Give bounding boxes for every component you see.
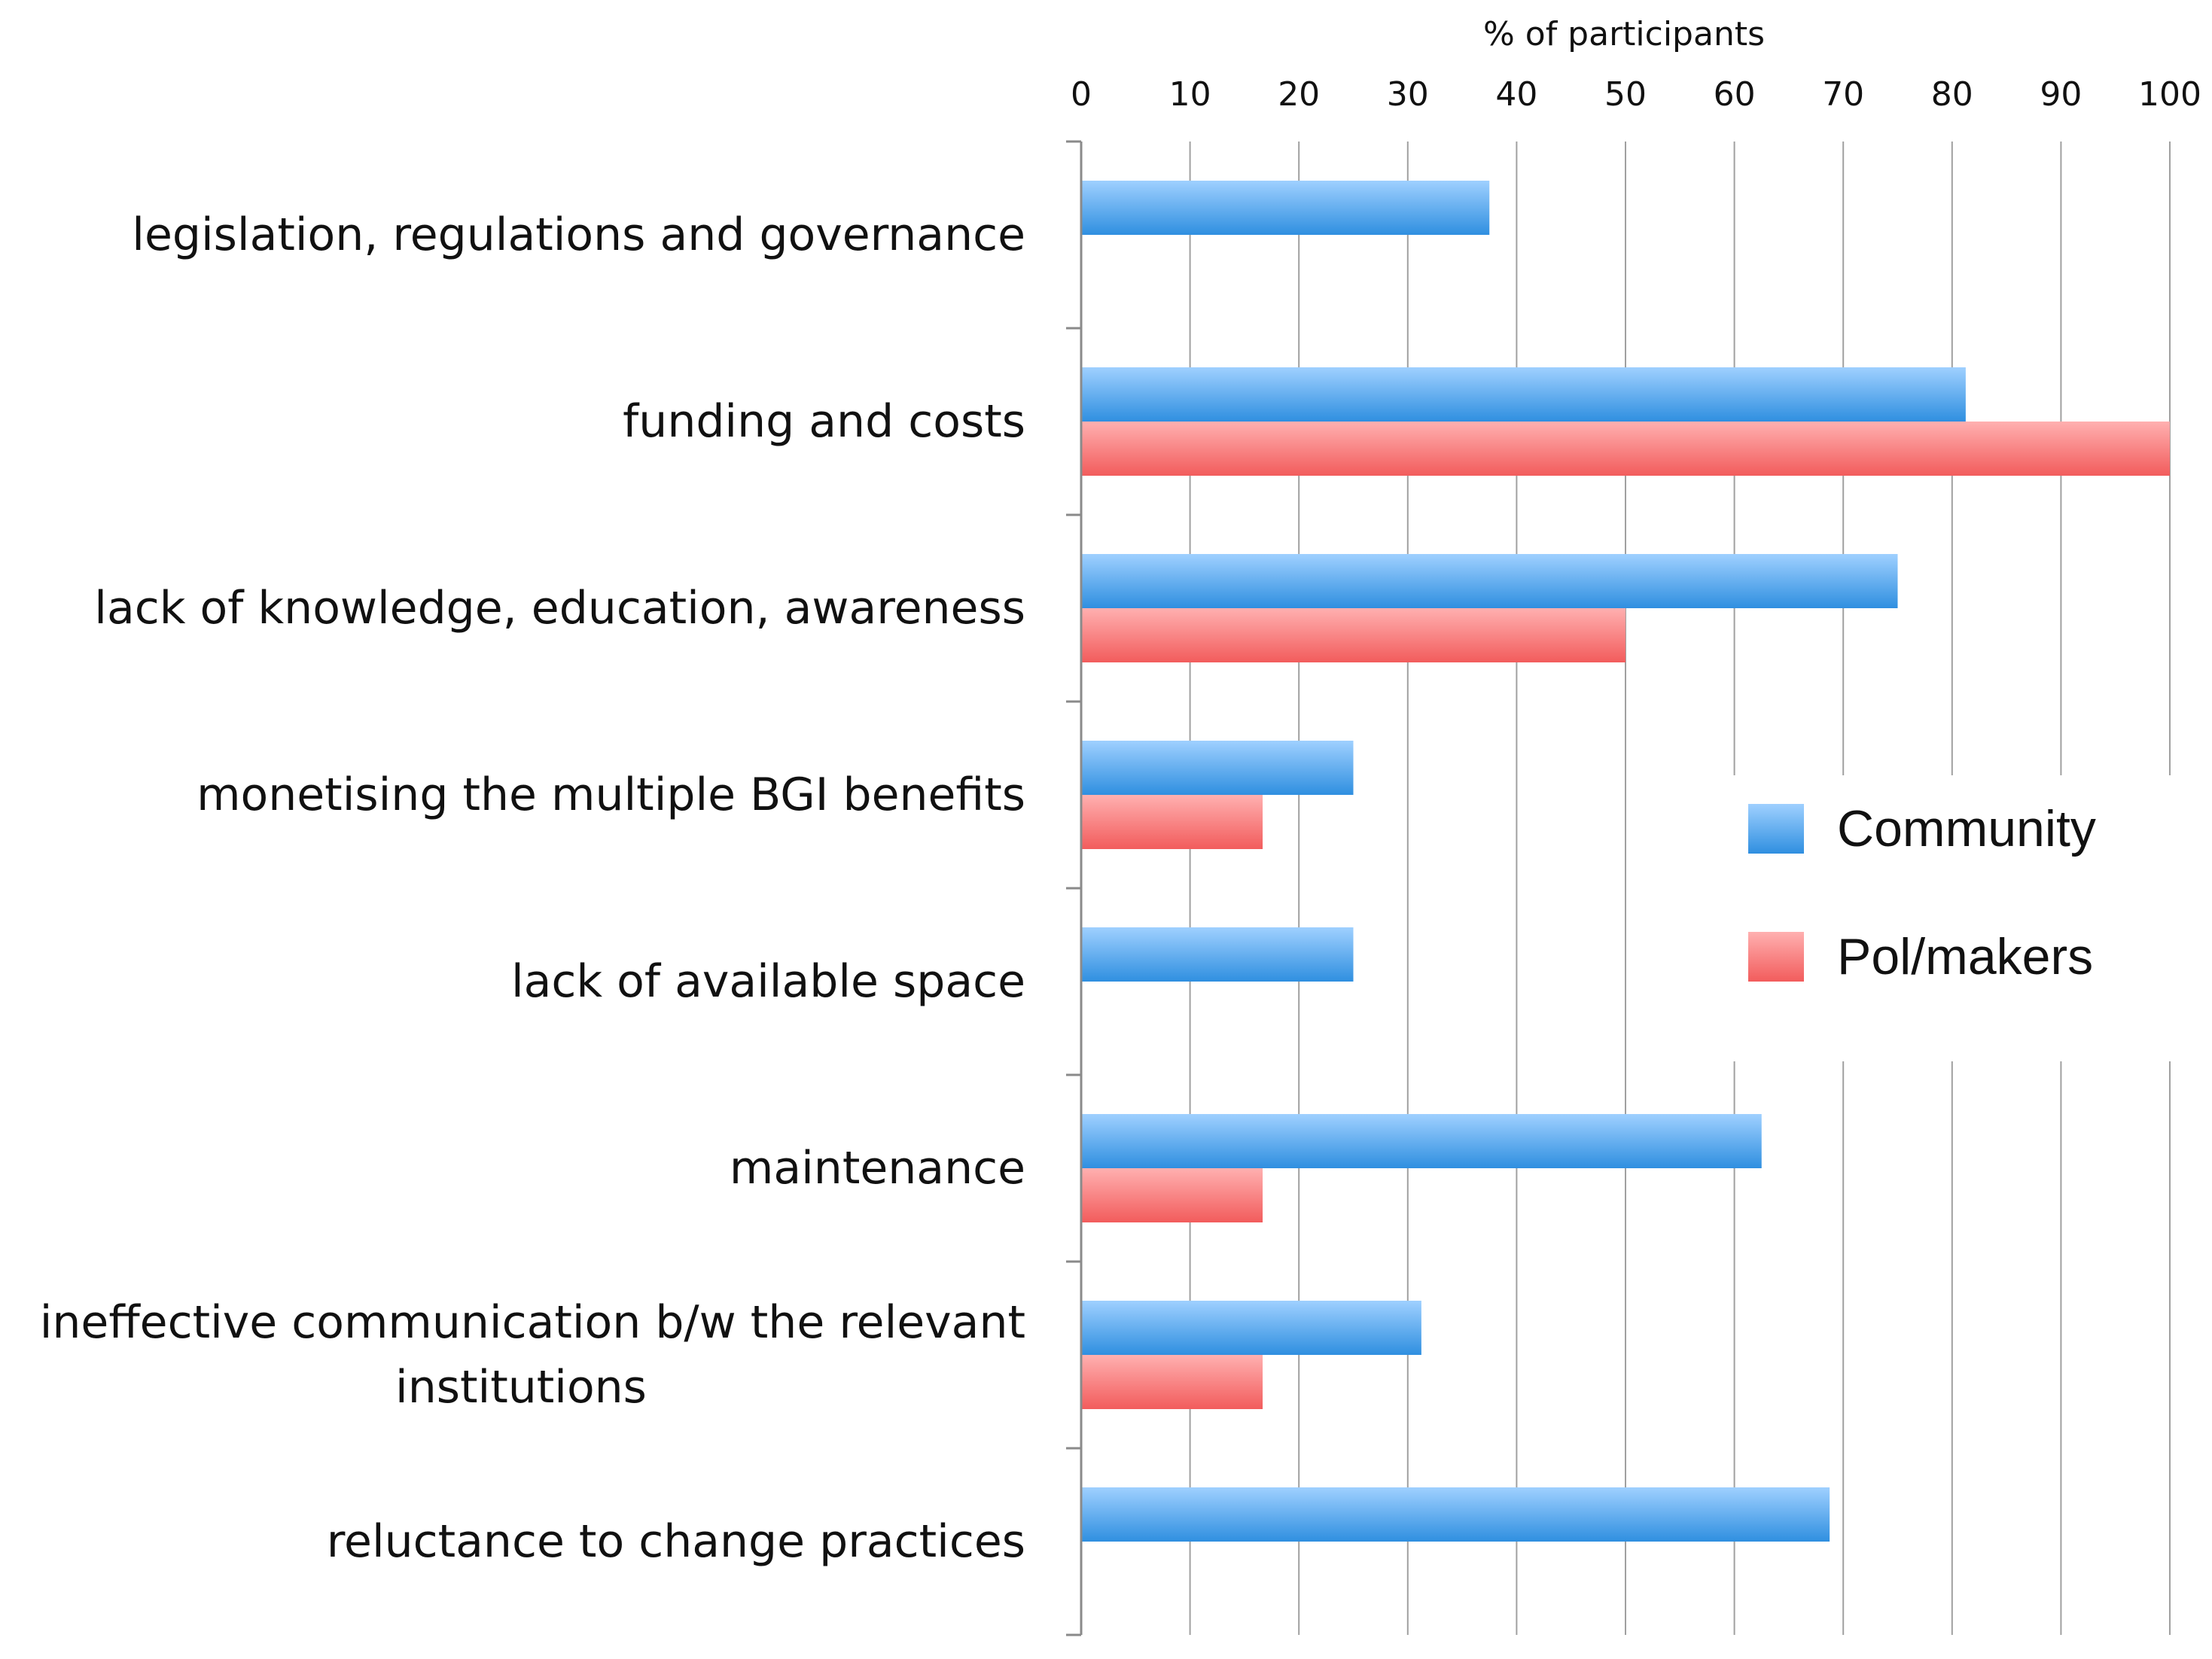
category-label: institutions	[395, 1361, 647, 1414]
legend: Community Pol/makers	[1728, 775, 2193, 1061]
legend-label-1: Community	[1837, 800, 2096, 857]
bar-community-8	[1081, 1487, 1830, 1542]
x-tick-label-50: 50	[1604, 75, 1647, 114]
x-tick-label-100: 100	[2138, 75, 2201, 114]
x-tick-label-60: 60	[1714, 75, 1756, 114]
legend-swatch-1	[1748, 804, 1804, 854]
bar-pol-makers-2	[1081, 422, 2170, 476]
x-tick-label-10: 10	[1169, 75, 1211, 114]
bars	[1081, 181, 2170, 1542]
x-tick-label-30: 30	[1387, 75, 1429, 114]
bar-pol-makers-6	[1081, 1168, 1263, 1222]
category-label: lack of knowledge, education, awareness	[94, 582, 1025, 635]
x-tick-label-70: 70	[1822, 75, 1864, 114]
x-tick-label-80: 80	[1931, 75, 1973, 114]
x-tick-label-0: 0	[1071, 75, 1092, 114]
x-tick-label-20: 20	[1278, 75, 1320, 114]
bar-community-7	[1081, 1301, 1421, 1355]
category-labels: legislation, regulations and governance f…	[40, 209, 1025, 1568]
bar-community-2	[1081, 367, 1966, 422]
bar-community-6	[1081, 1114, 1762, 1168]
category-label: reluctance to change practices	[327, 1515, 1025, 1568]
legend-swatch-2	[1748, 932, 1804, 982]
bar-pol-makers-3	[1081, 608, 1625, 662]
category-label: monetising the multiple BGI benefits	[197, 769, 1025, 821]
bar-pol-makers-4	[1081, 795, 1263, 849]
legend-label-2: Pol/makers	[1837, 928, 2093, 985]
bar-community-3	[1081, 554, 1898, 608]
bar-pol-makers-7	[1081, 1355, 1263, 1409]
axes	[1066, 140, 1083, 1636]
x-axis-title: % of participants	[1483, 15, 1765, 53]
category-label: lack of available space	[511, 955, 1025, 1008]
category-label: legislation, regulations and governance	[132, 209, 1025, 261]
bar-community-5	[1081, 927, 1354, 982]
category-label: maintenance	[730, 1142, 1025, 1195]
bar-community-4	[1081, 741, 1354, 795]
category-label: funding and costs	[623, 395, 1025, 448]
x-tick-label-40: 40	[1495, 75, 1537, 114]
bar-community-1	[1081, 181, 1490, 235]
tick-labels: 0 10 20 30 40 50 60 70 80 90 100	[1071, 75, 2201, 114]
category-label: ineffective communication b/w the releva…	[40, 1296, 1025, 1349]
x-tick-label-90: 90	[2040, 75, 2082, 114]
